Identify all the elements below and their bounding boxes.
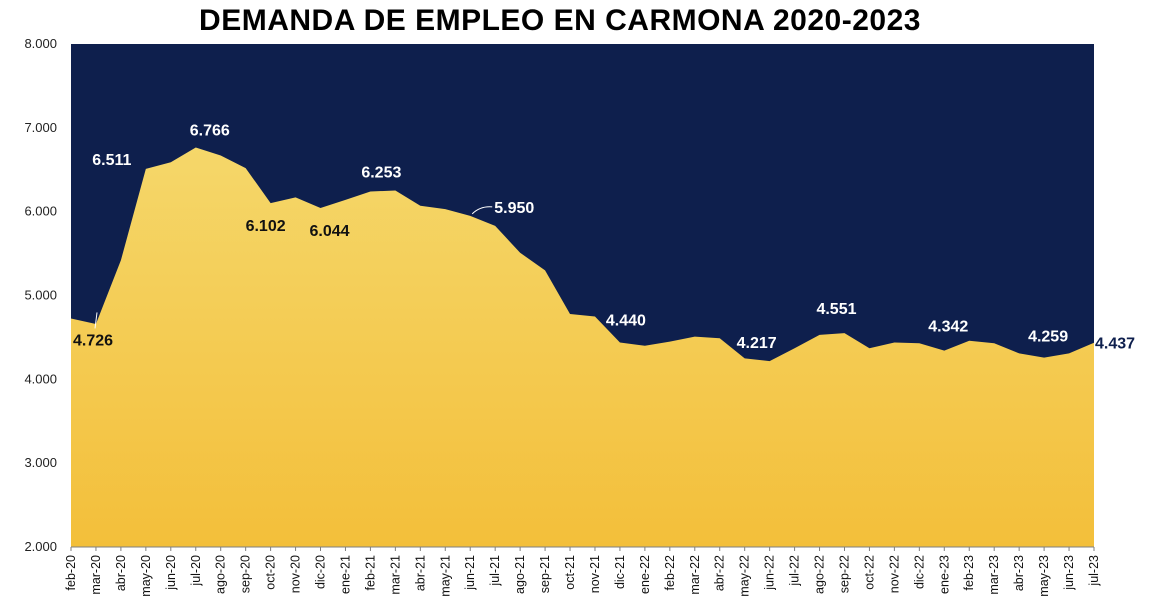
x-tick-label: sep-21: [538, 555, 552, 593]
x-tick-label: ago-20: [214, 555, 228, 594]
y-tick-label: 5.000: [24, 288, 57, 303]
x-tick-label: mar-22: [688, 555, 702, 595]
x-tick-label: feb-23: [962, 555, 976, 590]
x-tick-label: sep-20: [239, 555, 253, 593]
x-tick-label: jul-22: [788, 555, 802, 587]
y-tick-label: 4.000: [24, 371, 57, 386]
data-label: 4.342: [928, 319, 968, 336]
x-tick-label: dic-20: [314, 555, 328, 589]
x-axis: feb-20 mar-20 abr-20 may-20 jun-20 jul-20 ago-…: [64, 547, 1101, 597]
y-tick-label: 3.000: [24, 455, 57, 470]
data-labels: 4.726 6.511 6.766 6.102 6.044 6.253 5.950 4.440…: [73, 122, 1135, 352]
data-label: 4.259: [1028, 329, 1068, 346]
x-tick-label: abr-22: [713, 555, 727, 591]
x-tick-label: may-21: [438, 555, 452, 597]
x-tick-label: dic-22: [912, 555, 926, 589]
x-tick-label: abr-23: [1012, 555, 1026, 591]
series-area: [71, 147, 1094, 547]
y-tick-label: 7.000: [24, 120, 57, 135]
x-tick-label: jul-20: [189, 555, 203, 587]
x-tick-label: abr-21: [413, 555, 427, 591]
x-tick-label: jul-21: [488, 555, 502, 587]
x-tick-label: jul-23: [1087, 555, 1101, 587]
x-tick-label: oct-20: [264, 555, 278, 590]
data-label: 6.044: [309, 223, 349, 240]
y-axis: 2.000 3.000 4.000 5.000 6.000 7.000 8.000: [24, 36, 57, 554]
data-label: 4.217: [737, 335, 777, 352]
x-tick-label: ene-21: [338, 555, 352, 594]
data-label: 4.440: [606, 312, 646, 329]
x-tick-label: jun-23: [1062, 555, 1076, 591]
data-label: 6.253: [361, 164, 401, 181]
x-tick-label: abr-20: [114, 555, 128, 591]
x-tick-label: ene-23: [937, 555, 951, 594]
x-tick-label: jun-20: [164, 555, 178, 591]
data-label: 6.766: [190, 122, 230, 139]
x-tick-label: nov-21: [588, 555, 602, 593]
data-label: 5.950: [494, 200, 534, 217]
x-tick-label: jun-21: [463, 555, 477, 591]
leader-line: [471, 206, 493, 215]
x-tick-label: mar-21: [388, 555, 402, 595]
y-tick-label: 6.000: [24, 204, 57, 219]
x-tick-label: feb-20: [64, 555, 78, 590]
data-label: 6.511: [92, 152, 131, 169]
x-tick-label: sep-22: [837, 555, 851, 593]
x-tick-label: feb-22: [663, 555, 677, 590]
x-tick-label: oct-22: [862, 555, 876, 590]
x-tick-label: may-23: [1037, 555, 1051, 597]
data-label: 6.102: [246, 218, 286, 235]
x-tick-label: ago-22: [813, 555, 827, 594]
chart-title: DEMANDA DE EMPLEO EN CARMONA 2020-2023: [199, 4, 921, 37]
y-tick-label: 2.000: [24, 539, 57, 554]
x-tick-label: oct-21: [563, 555, 577, 590]
data-label: 4.726: [73, 332, 113, 349]
x-tick-label: ene-22: [638, 555, 652, 594]
x-tick-label: nov-20: [289, 555, 303, 593]
x-tick-label: feb-21: [363, 555, 377, 590]
x-tick-label: may-22: [738, 555, 752, 597]
x-tick-label: may-20: [139, 555, 153, 597]
x-tick-label: dic-21: [613, 555, 627, 589]
x-tick-label: ago-21: [513, 555, 527, 594]
data-label: 4.437: [1095, 336, 1135, 353]
data-label: 4.551: [816, 301, 856, 318]
x-tick-label: jun-22: [763, 555, 777, 591]
x-tick-label: mar-23: [987, 555, 1001, 595]
leader-line: [94, 312, 98, 329]
y-tick-label: 8.000: [24, 36, 57, 51]
x-tick-label: mar-20: [89, 555, 103, 595]
x-tick-label: nov-22: [887, 555, 901, 593]
